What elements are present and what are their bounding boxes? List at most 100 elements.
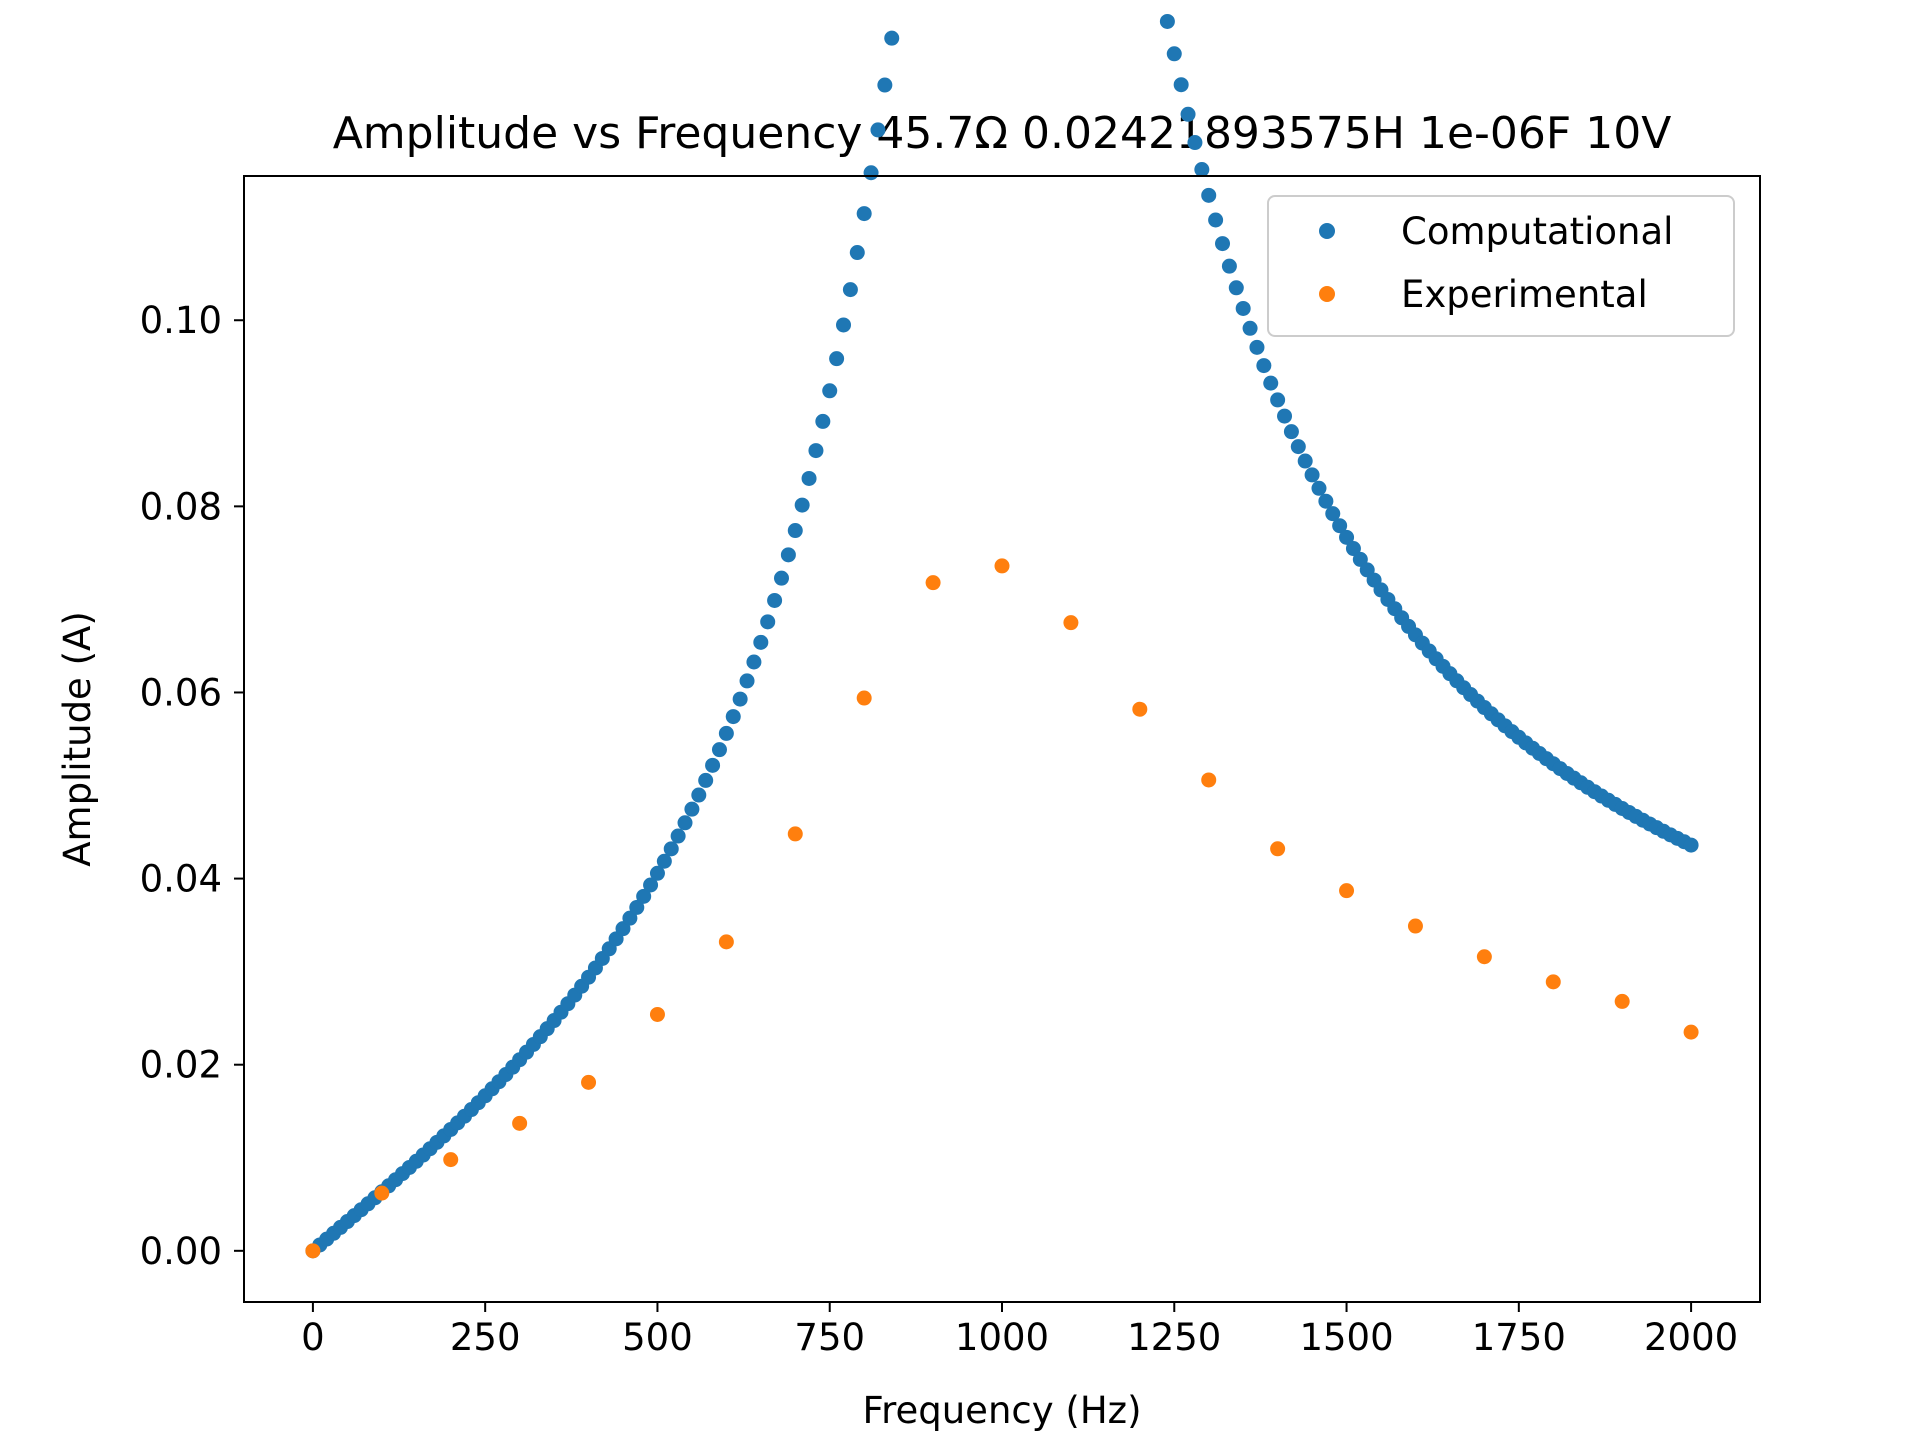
experimental-point — [1201, 772, 1217, 788]
computational-point — [1683, 837, 1699, 853]
experimental-point — [1063, 615, 1079, 631]
computational-point — [856, 206, 872, 222]
x-tick-label: 2000 — [1644, 1316, 1738, 1359]
computational-point — [780, 547, 796, 563]
y-tick-label: 0.00 — [140, 1230, 222, 1273]
y-tick-label: 0.04 — [140, 858, 222, 901]
experimental-point — [1683, 1024, 1699, 1040]
computational-point — [1221, 258, 1237, 274]
experimental-point — [512, 1115, 528, 1131]
computational-point — [718, 725, 734, 741]
computational-point — [794, 497, 810, 513]
experimental-point — [1132, 701, 1148, 717]
computational-point — [725, 709, 741, 725]
legend-box — [1267, 195, 1735, 337]
experimental-point — [787, 826, 803, 842]
computational-point — [1325, 506, 1341, 522]
experimental-point — [1614, 993, 1630, 1009]
computational-point — [753, 634, 769, 650]
computational-point — [836, 317, 852, 333]
experimental-point — [994, 558, 1010, 574]
computational-point — [1311, 480, 1327, 496]
legend-label-experimental: Experimental — [1401, 273, 1648, 316]
computational-point — [1263, 375, 1279, 391]
y-tick-label: 0.10 — [140, 299, 222, 342]
computational-point — [815, 413, 831, 429]
computational-point — [1173, 77, 1189, 93]
x-tick-label: 1250 — [1127, 1316, 1221, 1359]
computational-point — [884, 30, 900, 46]
experimental-point — [925, 575, 941, 591]
computational-point — [773, 570, 789, 586]
computational-point — [698, 772, 714, 788]
computational-point — [1187, 135, 1203, 151]
y-axis-label: Amplitude (A) — [56, 611, 99, 867]
computational-point — [767, 592, 783, 608]
x-tick-label: 250 — [450, 1316, 521, 1359]
legend: Computational Experimental — [1267, 195, 1735, 337]
computational-point — [691, 787, 707, 803]
experimental-point — [649, 1006, 665, 1022]
experimental-point — [1339, 883, 1355, 899]
computational-point — [1166, 46, 1182, 62]
computational-point — [849, 245, 865, 261]
x-tick-label: 1500 — [1299, 1316, 1393, 1359]
computational-point — [649, 865, 665, 881]
computational-point — [1159, 13, 1175, 29]
computational-point — [677, 815, 693, 831]
computational-point — [1332, 518, 1348, 534]
experimental-point — [1476, 949, 1492, 965]
experimental-point — [443, 1152, 459, 1168]
computational-point — [1318, 493, 1334, 509]
computational-point — [822, 383, 838, 399]
computational-point — [1339, 529, 1355, 545]
computational-point — [739, 673, 755, 689]
computational-point — [760, 614, 776, 630]
experimental-point — [1270, 841, 1286, 857]
legend-marker-experimental — [1319, 286, 1335, 302]
computational-point — [829, 351, 845, 367]
computational-point — [732, 691, 748, 707]
computational-point — [842, 282, 858, 298]
computational-point — [746, 654, 762, 670]
computational-point — [877, 77, 893, 93]
chart-title: Amplitude vs Frequency 45.7Ω 0.024218935… — [333, 108, 1672, 159]
x-tick-label: 0 — [301, 1316, 325, 1359]
computational-point — [1256, 358, 1272, 374]
computational-point — [1283, 424, 1299, 440]
computational-point — [787, 523, 803, 539]
computational-point — [1242, 320, 1258, 336]
computational-point — [705, 757, 721, 773]
experimental-point — [856, 690, 872, 706]
x-axis-label: Frequency (Hz) — [862, 1389, 1141, 1432]
x-tick-label: 1000 — [955, 1316, 1049, 1359]
computational-point — [1235, 300, 1251, 316]
computational-point — [636, 888, 652, 904]
computational-point — [622, 910, 638, 926]
computational-point — [1180, 106, 1196, 122]
computational-point — [863, 165, 879, 181]
y-tick-label: 0.06 — [140, 671, 222, 714]
experimental-point — [581, 1074, 597, 1090]
computational-point — [711, 742, 727, 758]
computational-point — [1290, 439, 1306, 455]
computational-point — [1277, 408, 1293, 424]
computational-point — [808, 443, 824, 459]
y-tick-label: 0.02 — [140, 1044, 222, 1087]
y-tick-label: 0.08 — [140, 485, 222, 528]
computational-point — [670, 828, 686, 844]
experimental-point — [1545, 974, 1561, 990]
series-computational — [305, 13, 1699, 1259]
x-tick-label: 1750 — [1472, 1316, 1566, 1359]
computational-point — [643, 877, 659, 893]
experimental-point — [374, 1185, 390, 1201]
computational-point — [1215, 236, 1231, 252]
computational-point — [1345, 541, 1361, 557]
computational-point — [656, 853, 672, 869]
computational-point — [1228, 280, 1244, 296]
computational-point — [684, 801, 700, 817]
legend-marker-computational — [1319, 223, 1335, 239]
x-tick-label: 500 — [622, 1316, 693, 1359]
plot-area-frame — [243, 175, 1761, 1303]
